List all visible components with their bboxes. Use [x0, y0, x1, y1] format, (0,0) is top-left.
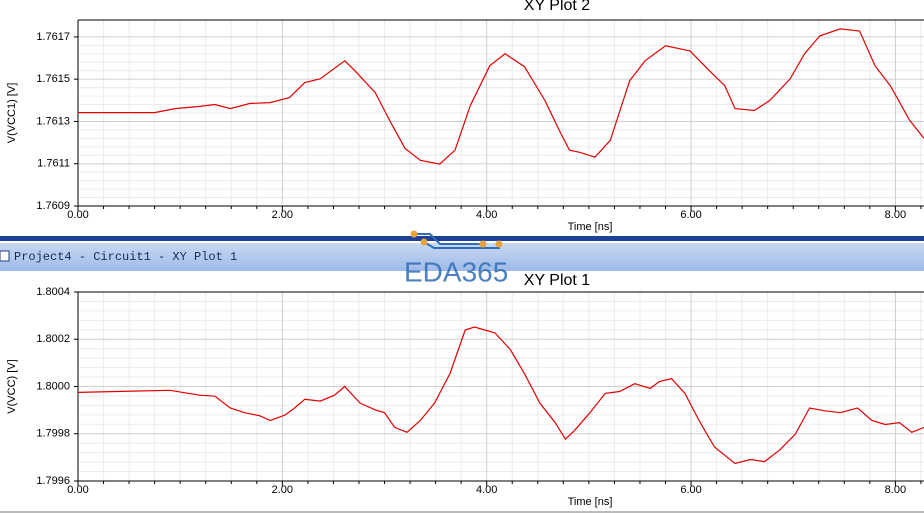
x-tick-label: 6.00 [680, 484, 701, 496]
x-tick-label: 8.00 [885, 484, 906, 496]
logo-dot [495, 240, 503, 248]
y-tick-label: 1.8004 [36, 286, 70, 298]
y-axis-label: V(VCC) [V] [6, 359, 18, 413]
y-tick-label: 1.7609 [36, 200, 70, 212]
chart-title: XY Plot 2 [524, 0, 591, 14]
y-tick-label: 1.8002 [36, 333, 70, 345]
x-axis-label: Time [ns] [568, 221, 613, 233]
x-axis-label: Time [ns] [568, 496, 613, 508]
x-tick-label: 2.00 [272, 484, 293, 496]
x-tick-label: 2.00 [272, 209, 293, 221]
series-line [78, 28, 924, 165]
plot: 0.00 2.00 4.00 6.00 8.00 1.7609 1.7611 1.7613 1.… [6, 0, 924, 233]
y-tick-label: 1.7611 [37, 158, 70, 170]
y-axis-label: V(VCC1) [V] [6, 83, 18, 144]
window-icon [0, 250, 10, 262]
logo-circuit [414, 233, 500, 249]
x-tick-label: 0.00 [67, 209, 88, 221]
window-border [0, 236, 924, 241]
x-tick-label: 4.00 [476, 209, 497, 221]
y-tick-label: 1.7617 [36, 31, 70, 43]
watermark: EDA365 [404, 256, 508, 287]
x-tick-label: 6.00 [680, 209, 701, 221]
y-tick-label: 1.7998 [36, 428, 70, 440]
y-tick-label: 1.7613 [36, 115, 70, 127]
chart-title: XY Plot 1 [524, 272, 591, 289]
y-tick-label: 1.7996 [36, 475, 70, 487]
y-tick-label: 1.7615 [36, 73, 70, 85]
x-tick-label: 8.00 [885, 209, 906, 221]
window-title: Project4 - Circuit1 - XY Plot 1 [14, 250, 237, 264]
logo-dot [479, 240, 487, 248]
plot: 0.00 2.00 4.00 6.00 8.00 1.7996 1.7998 1.8000 1.… [6, 272, 924, 508]
series-line [78, 326, 924, 465]
y-tick-label: 1.8000 [36, 380, 70, 392]
logo-dot [420, 238, 428, 246]
x-tick-label: 0.00 [67, 484, 88, 496]
x-tick-label: 4.00 [476, 484, 497, 496]
logo-dot [410, 230, 418, 238]
